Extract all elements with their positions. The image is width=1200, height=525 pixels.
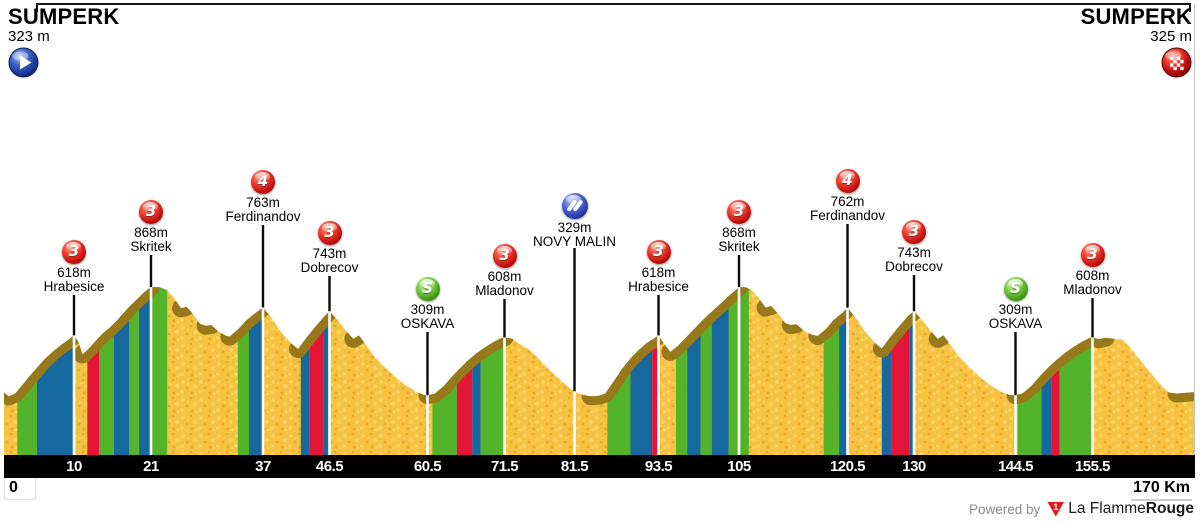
- brand-triangle-icon: 1: [1047, 501, 1065, 517]
- climb-slope-cap: [344, 326, 368, 348]
- km-tick-line: [149, 287, 153, 455]
- km-tick-line: [1091, 287, 1094, 455]
- axis-tick-label: 46.5: [315, 458, 344, 475]
- finish-city-name: SUMPERK: [1080, 4, 1192, 29]
- climb-slope-cap: [289, 302, 339, 358]
- climb-band-blue: [249, 287, 263, 455]
- axis-tick-label: 37: [255, 458, 271, 475]
- axis-tick-label: 71.5: [490, 458, 519, 475]
- km-tick-line: [657, 287, 660, 455]
- climb-slope-cap: [1167, 383, 1194, 403]
- axis-tick-label: 60.5: [413, 458, 442, 475]
- climb-band-blue: [113, 287, 130, 455]
- climb-slope-cap: [661, 287, 748, 361]
- climb-band-blue: [687, 287, 701, 455]
- distance-axis-bar: 10 21 37 46.5 60.5 71.5 81.5 93.5 105 120.5 130 144…: [4, 455, 1195, 478]
- climb-band-blue: [909, 287, 914, 455]
- axis-tick-label: 21: [143, 458, 159, 475]
- climb-slope-cap: [1089, 328, 1115, 349]
- km-tick-line: [72, 287, 76, 455]
- climb-band-red: [1051, 287, 1060, 455]
- axis-end-label: 170 Km: [1131, 478, 1192, 501]
- climb-band-red: [891, 287, 910, 455]
- axis-origin-label: 0: [4, 478, 36, 500]
- climb-band-blue: [630, 287, 653, 455]
- climb-band-blue: [881, 287, 892, 455]
- climb-slope-cap: [781, 315, 806, 334]
- axis-tick-label: 10: [66, 458, 82, 475]
- km-tick-line: [328, 287, 331, 455]
- brand-name-bold: Rouge: [1145, 500, 1194, 517]
- climb-band-green: [129, 287, 140, 455]
- start-elevation: 323 m: [8, 28, 50, 45]
- km-tick-line: [846, 287, 849, 455]
- km-tick-line: [503, 287, 506, 455]
- axis-tick-label: 81.5: [560, 458, 589, 475]
- finish-icon: [1161, 47, 1192, 78]
- play-triangle-icon: [20, 55, 32, 70]
- climb-band-green: [823, 287, 840, 455]
- climb-band-green: [480, 287, 506, 455]
- axis-tick-label: 120.5: [829, 458, 866, 475]
- axis-tick-label: 93.5: [644, 458, 673, 475]
- climb-slope-cap: [756, 297, 781, 317]
- climb-band-blue: [139, 287, 151, 455]
- climb-band-red: [309, 287, 324, 455]
- climb-band-blue: [472, 287, 481, 455]
- axis-tick-label: 155.5: [1074, 458, 1111, 475]
- start-city-name: SUMPERK: [8, 4, 120, 29]
- climb-band-green: [676, 287, 688, 455]
- climb-band-blue: [711, 287, 729, 455]
- climb-slope-cap: [172, 297, 196, 318]
- footer: Powered by 1 La FlammeRouge: [969, 497, 1194, 521]
- climb-slope-cap: [1006, 328, 1102, 405]
- brand-name-regular: La Flamme: [1068, 500, 1146, 517]
- climb-slope-cap: [928, 326, 953, 348]
- axis-tick-label: 144.5: [997, 458, 1034, 475]
- climb-band-blue: [36, 287, 74, 455]
- climb-band-blue: [1041, 287, 1052, 455]
- climb-band-green: [1059, 287, 1094, 455]
- la-flamme-rouge-logo: 1 La FlammeRouge: [1047, 500, 1194, 518]
- brand-triangle-number: 1: [1053, 501, 1059, 513]
- climb-band-red: [456, 287, 473, 455]
- right-frame-line: [1194, 4, 1195, 455]
- climb-band-green: [99, 287, 114, 455]
- checkered-flag-icon: [1170, 56, 1184, 71]
- climb-band-red: [652, 287, 658, 455]
- axis-tick-label: 105: [727, 458, 751, 475]
- climb-band-green: [151, 287, 168, 455]
- km-tick-line: [737, 287, 741, 455]
- climb-slope-cap: [808, 298, 857, 345]
- climb-band-blue: [839, 287, 849, 455]
- top-frame-line: [36, 3, 1191, 12]
- axis-tick-label: 130: [902, 458, 926, 475]
- start-icon: [8, 47, 39, 78]
- climb-band-blue: [300, 287, 310, 455]
- climb-slope-cap: [196, 316, 221, 335]
- climb-band-green: [237, 287, 249, 455]
- climb-band-red: [87, 287, 100, 455]
- finish-elevation: 325 m: [1150, 28, 1192, 45]
- climb-band-green: [700, 287, 712, 455]
- km-tick-line: [912, 287, 916, 455]
- climb-band-blue: [323, 287, 331, 455]
- km-tick-line: [261, 287, 265, 455]
- powered-by-label: Powered by: [968, 501, 1041, 517]
